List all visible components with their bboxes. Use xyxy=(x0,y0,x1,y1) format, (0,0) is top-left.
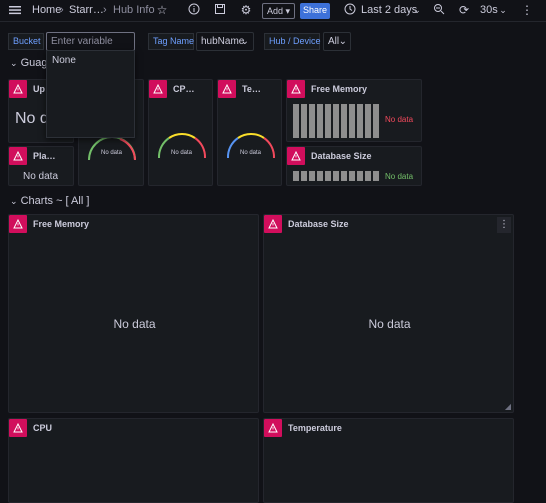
no-data-text: No data xyxy=(101,150,123,156)
panel-title: Up… xyxy=(33,84,54,94)
panel-temperature-gauge[interactable]: Te… No data xyxy=(217,79,282,186)
panel-title: CPU xyxy=(33,423,53,433)
bucket-label: Bucket xyxy=(8,33,44,50)
no-data-text: No data xyxy=(385,115,414,124)
top-nav-bar: Home › Starr… › Hub Info ☆ ⚙ Add ▾ Share… xyxy=(0,0,546,22)
panel-title: Pla… xyxy=(33,151,56,161)
panel-title: Free Memory xyxy=(33,219,90,229)
panel-title: CP… xyxy=(173,84,195,94)
tagname-label: Tag Name xyxy=(148,33,194,50)
chevron-down-icon[interactable]: ⌄ xyxy=(499,5,507,15)
add-button-label: Add xyxy=(266,6,283,16)
panel-temperature-chart[interactable]: Temperature xyxy=(263,418,514,503)
chevron-down-icon: ⌄ xyxy=(10,58,18,68)
chevron-down-icon: ⌄ xyxy=(240,36,249,47)
panel-cpu-chart[interactable]: CPU xyxy=(8,418,259,503)
hub-device-select[interactable]: All ⌄ xyxy=(323,32,351,51)
chevron-down-icon: ⌄ xyxy=(338,36,347,47)
more-vertical-icon[interactable]: ⋮ xyxy=(521,3,533,17)
add-button[interactable]: Add ▾ xyxy=(262,3,295,19)
gauge-arc xyxy=(226,133,276,159)
panel-title: Free Memory xyxy=(311,84,368,94)
alert-icon xyxy=(218,80,236,98)
chevron-down-icon: ⌄ xyxy=(10,196,18,206)
hub-device-value: All xyxy=(328,36,340,47)
row-gauges-title: Guag xyxy=(20,57,48,69)
panel-free-memory-chart[interactable]: Free Memory No data xyxy=(8,214,259,413)
star-icon[interactable]: ☆ xyxy=(156,3,168,17)
row-charts-title: Charts ~ [ All ] xyxy=(20,195,90,207)
panel-title: Database Size xyxy=(311,151,372,161)
zoom-out-icon[interactable] xyxy=(432,3,446,17)
alert-icon xyxy=(9,147,27,165)
row-gauges-header[interactable]: ⌄ Guag xyxy=(10,57,48,69)
row-charts-header[interactable]: ⌄ Charts ~ [ All ] xyxy=(10,195,89,207)
save-icon[interactable] xyxy=(213,3,227,17)
no-data-text: No data xyxy=(240,150,262,156)
panel-title: Te… xyxy=(242,84,261,94)
panel-free-memory-small[interactable]: Free Memory No data xyxy=(286,79,422,142)
bucket-dropdown-menu: None xyxy=(46,50,135,138)
panel-cpu-gauge[interactable]: CP… No data xyxy=(148,79,213,186)
alert-icon xyxy=(9,80,27,98)
settings-gear-icon[interactable]: ⚙ xyxy=(240,3,252,17)
refresh-interval[interactable]: 30s xyxy=(480,4,498,16)
hub-device-label: Hub / Device xyxy=(264,33,321,50)
bucket-input[interactable]: Enter variable value xyxy=(46,32,135,64)
no-data-text: No data xyxy=(171,150,193,156)
breadcrumb-folder[interactable]: Starr… xyxy=(69,4,104,16)
chevron-down-icon[interactable]: ⌄ xyxy=(413,5,421,15)
clock-icon xyxy=(343,3,357,17)
panel-title: Temperature xyxy=(288,423,342,433)
breadcrumb-separator: › xyxy=(60,4,64,16)
breadcrumb-current: Hub Info xyxy=(113,4,155,16)
alert-icon xyxy=(9,215,27,233)
alert-icon xyxy=(9,419,27,437)
tagname-select[interactable]: hubName ⌄ xyxy=(196,32,254,51)
info-icon[interactable] xyxy=(187,3,201,17)
time-range-picker[interactable]: Last 2 days xyxy=(361,4,418,16)
alert-icon xyxy=(287,147,305,165)
gauge-arc xyxy=(157,133,207,159)
bar-gauge xyxy=(293,171,379,181)
resize-handle-icon[interactable]: ◢ xyxy=(504,402,511,411)
panel-menu-icon[interactable]: ⋮ xyxy=(497,217,511,233)
bar-gauge xyxy=(293,104,379,138)
panel-database-size-chart[interactable]: Database Size ⋮ No data ◢ xyxy=(263,214,514,413)
alert-icon xyxy=(287,80,305,98)
dropdown-option-none[interactable]: None xyxy=(52,55,76,66)
no-data-text: No data xyxy=(385,172,414,181)
alert-icon xyxy=(149,80,167,98)
no-data-text: No data xyxy=(113,317,156,331)
refresh-icon[interactable]: ⟳ xyxy=(458,3,470,17)
share-button[interactable]: Share xyxy=(300,3,330,19)
alert-icon xyxy=(264,419,282,437)
tagname-value: hubName xyxy=(201,36,245,47)
panel-database-size-small[interactable]: Database Size No data xyxy=(286,146,422,186)
no-data-text: No data xyxy=(23,171,59,182)
alert-icon xyxy=(264,215,282,233)
breadcrumb-separator: › xyxy=(103,4,107,16)
panel-title: Database Size xyxy=(288,219,349,229)
menu-icon[interactable] xyxy=(8,3,22,17)
no-data-text: No data xyxy=(368,317,411,331)
breadcrumb-home[interactable]: Home xyxy=(32,4,62,16)
panel-platform[interactable]: Pla… No data xyxy=(8,146,74,186)
